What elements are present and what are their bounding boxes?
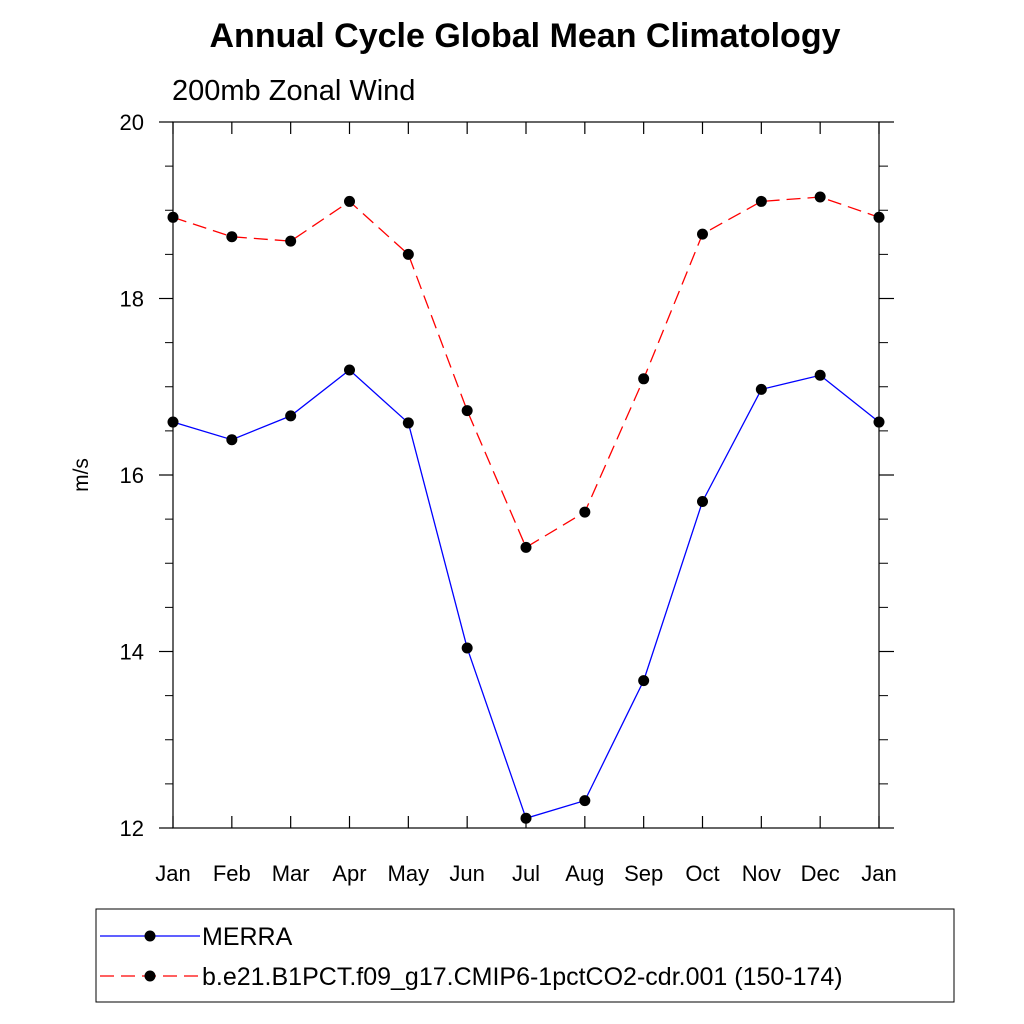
- legend-box: [95, 908, 955, 1003]
- chart-title: Annual Cycle Global Mean Climatology: [210, 17, 841, 55]
- data-point: [579, 506, 591, 518]
- y-tick-label: 12: [120, 816, 144, 841]
- x-tick-label: Dec: [801, 861, 840, 886]
- data-point: [167, 211, 179, 223]
- x-tick-label: Mar: [272, 861, 310, 886]
- data-point: [167, 416, 179, 428]
- data-point: [461, 405, 473, 417]
- y-tick-label: 18: [120, 287, 144, 312]
- data-point: [344, 195, 355, 207]
- data-point: [579, 795, 591, 807]
- series-1: [167, 191, 885, 553]
- legend-label: MERRA: [202, 923, 293, 951]
- series-line: [172, 369, 880, 820]
- legend-marker: [144, 930, 156, 942]
- x-tick-label: Jan: [155, 861, 190, 886]
- data-point: [285, 235, 297, 247]
- legend: MERRA b.e21.B1PCT.f09_g17.CMIP6-1pctCO2-c…: [95, 908, 955, 1003]
- data-point: [461, 642, 473, 654]
- x-tick-label: Jun: [449, 861, 484, 886]
- plot-frame: [172, 121, 880, 829]
- data-point: [402, 417, 414, 429]
- series-line: [172, 196, 880, 549]
- data-point: [814, 369, 826, 381]
- data-point: [755, 195, 767, 207]
- legend-label: b.e21.B1PCT.f09_g17.CMIP6-1pctCO2-cdr.00…: [202, 963, 843, 991]
- x-tick-label: Nov: [742, 861, 781, 886]
- y-tick-label: 20: [120, 110, 144, 135]
- data-point: [755, 383, 767, 395]
- x-tick-label: Aug: [565, 861, 604, 886]
- data-point: [638, 675, 650, 687]
- data-point: [873, 416, 885, 428]
- axis-ticks: Jan Feb Mar Apr May Jun Jul Aug Sep Oct Nov Dec Jan 1…: [120, 110, 897, 886]
- chart-subtitle: 200mb Zonal Wind: [172, 75, 415, 107]
- data-point: [814, 191, 826, 203]
- x-tick-label: Jul: [512, 861, 540, 886]
- y-tick-label: 16: [120, 463, 144, 488]
- data-point: [873, 211, 885, 223]
- data-point: [402, 248, 414, 260]
- x-tick-label: Sep: [624, 861, 663, 886]
- data-point: [697, 228, 708, 240]
- data-point: [520, 541, 532, 553]
- data-point: [520, 812, 532, 824]
- series-layer: [167, 191, 885, 824]
- y-tick-label: 14: [120, 640, 144, 665]
- data-point: [638, 373, 650, 385]
- data-point: [285, 410, 297, 422]
- x-tick-label: May: [388, 861, 430, 886]
- legend-marker: [144, 970, 156, 982]
- data-point: [697, 495, 708, 507]
- data-point: [226, 434, 238, 446]
- x-tick-label: Oct: [685, 861, 719, 886]
- x-tick-label: Feb: [213, 861, 251, 886]
- data-point: [226, 231, 238, 243]
- x-tick-label: Jan: [861, 861, 896, 886]
- y-axis-label: m/s: [70, 458, 93, 492]
- x-tick-label: Apr: [332, 861, 366, 886]
- data-point: [344, 364, 355, 376]
- series-0: [167, 364, 885, 824]
